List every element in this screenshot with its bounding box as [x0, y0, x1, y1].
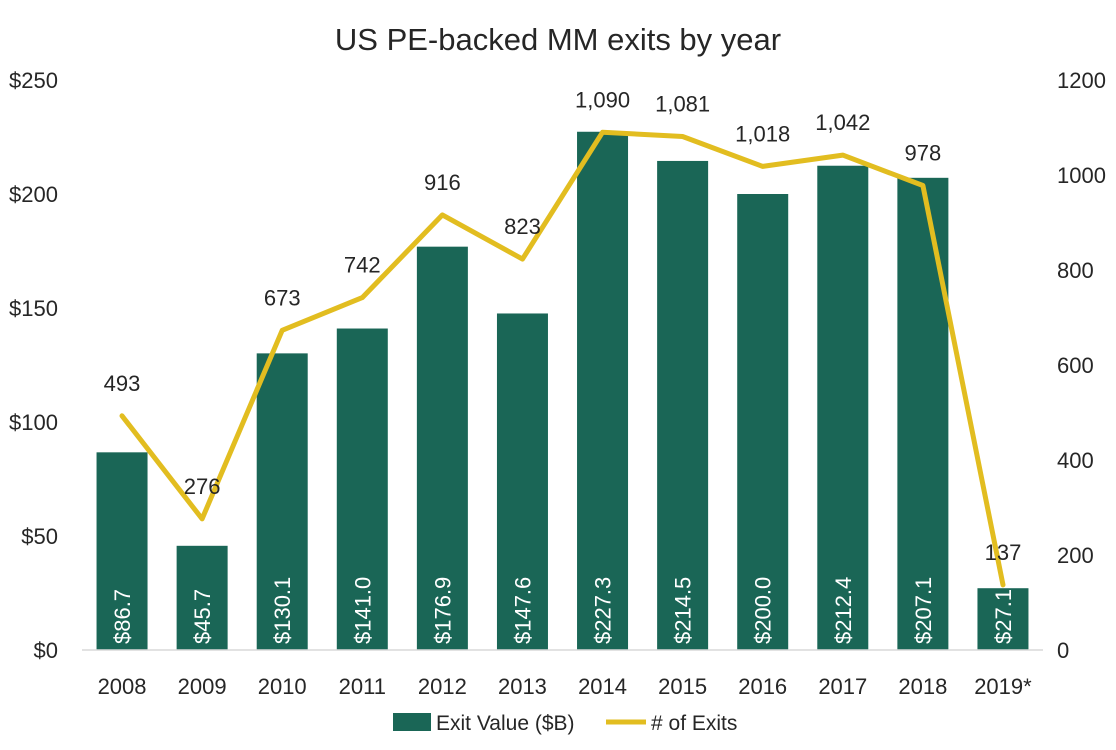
bar: [496, 313, 548, 650]
x-axis-tick-label: 2013: [498, 674, 547, 699]
left-axis-tick-label: $0: [34, 638, 58, 663]
x-axis-tick-label: 2010: [258, 674, 307, 699]
left-axis-tick-label: $200: [9, 182, 58, 207]
line-data-label: 493: [104, 371, 141, 396]
legend-swatch-exit-value: [393, 713, 431, 731]
line-data-labels: 493 276 673 742 916 823 1,090 1,081 1,018 1,042 97…: [104, 87, 1022, 565]
line-data-label: 742: [344, 253, 381, 278]
line-data-label: 276: [184, 474, 221, 499]
line-point: [1000, 582, 1005, 587]
line-data-label: 1,090: [575, 87, 630, 112]
x-axis-tick-label: 2014: [578, 674, 627, 699]
legend: Exit Value ($B) # of Exits: [393, 712, 737, 735]
bar: [336, 328, 388, 650]
x-axis-tick-label: 2017: [818, 674, 867, 699]
line-data-label: 823: [504, 214, 541, 239]
bar: [817, 165, 869, 650]
line-series: [119, 129, 1006, 588]
line-point: [120, 413, 125, 418]
left-axis: $0 $50 $100 $150 $200 $250: [9, 68, 58, 663]
right-axis-tick-label: 200: [1057, 543, 1094, 568]
line-point: [600, 130, 605, 135]
line-point: [520, 257, 525, 262]
line-path: [119, 129, 1006, 588]
bar-data-label: $86.7: [110, 589, 135, 644]
line-data-label: 137: [985, 540, 1022, 565]
bar: [977, 588, 1029, 650]
bar-series: [96, 131, 1029, 651]
line-point: [280, 328, 285, 333]
right-axis-tick-label: 1200: [1057, 68, 1106, 93]
bar-data-label: $141.0: [350, 577, 375, 644]
bar-data-label: $212.4: [831, 577, 856, 644]
x-axis-tick-label: 2009: [178, 674, 227, 699]
right-axis-tick-label: 400: [1057, 448, 1094, 473]
left-axis-tick-label: $50: [21, 524, 58, 549]
right-axis-tick-label: 800: [1057, 258, 1094, 283]
bar-data-label: $214.5: [671, 577, 696, 644]
bar-data-label: $147.6: [510, 577, 535, 644]
line-point: [200, 516, 205, 521]
bar: [256, 353, 308, 650]
bar: [577, 131, 629, 651]
legend-label-number-of-exits: # of Exits: [651, 712, 737, 735]
bar-data-label: $200.0: [751, 577, 776, 644]
line-point: [360, 295, 365, 300]
line-point: [680, 134, 685, 139]
left-axis-tick-label: $150: [9, 296, 58, 321]
x-axis-tick-label: 2011: [339, 674, 386, 699]
line-point: [760, 164, 765, 169]
bar-data-labels: $86.7 $45.7 $130.1 $141.0 $176.9 $147.6 $227.3…: [110, 577, 1016, 644]
line-point: [920, 183, 925, 188]
bar: [737, 194, 789, 650]
right-axis-tick-label: 1000: [1057, 163, 1106, 188]
bar-data-label: $207.1: [911, 577, 936, 644]
right-axis-tick-label: 0: [1057, 638, 1069, 663]
bar: [176, 545, 228, 650]
x-axis-tick-label: 2016: [738, 674, 787, 699]
chart-title: US PE-backed MM exits by year: [335, 22, 781, 57]
line-data-label: 916: [424, 170, 461, 195]
bar-data-label: $45.7: [190, 589, 215, 644]
left-axis-tick-label: $100: [9, 410, 58, 435]
x-axis-tick-label: 2008: [98, 674, 147, 699]
bar: [96, 452, 148, 650]
bar-data-label: $130.1: [270, 577, 295, 644]
line-data-label: 1,081: [655, 92, 710, 117]
x-axis-tick-label: 2018: [898, 674, 947, 699]
right-axis: 0 200 400 600 800 1000 1200: [1057, 68, 1106, 663]
legend-label-exit-value: Exit Value ($B): [436, 712, 575, 735]
right-axis-tick-label: 600: [1057, 353, 1094, 378]
line-data-label: 1,042: [815, 110, 870, 135]
x-axis-tick-label: 2015: [658, 674, 707, 699]
bar: [657, 160, 709, 650]
bar: [897, 177, 949, 650]
line-data-label: 673: [264, 285, 301, 310]
bar-data-label: $227.3: [591, 577, 616, 644]
x-axis-tick-label: 2019*: [974, 674, 1032, 699]
line-point: [840, 153, 845, 158]
left-axis-tick-label: $250: [9, 68, 58, 93]
bar: [416, 246, 468, 650]
line-point: [440, 212, 445, 217]
x-axis-tick-label: 2012: [418, 674, 467, 699]
line-data-label: 1,018: [735, 121, 790, 146]
bar-data-label: $27.1: [991, 589, 1016, 644]
bar-data-label: $176.9: [430, 577, 455, 644]
x-axis: 2008 2009 2010 2011 2012 2013 2014 2015 2016 2017…: [98, 674, 1033, 699]
line-data-label: 978: [905, 140, 942, 165]
